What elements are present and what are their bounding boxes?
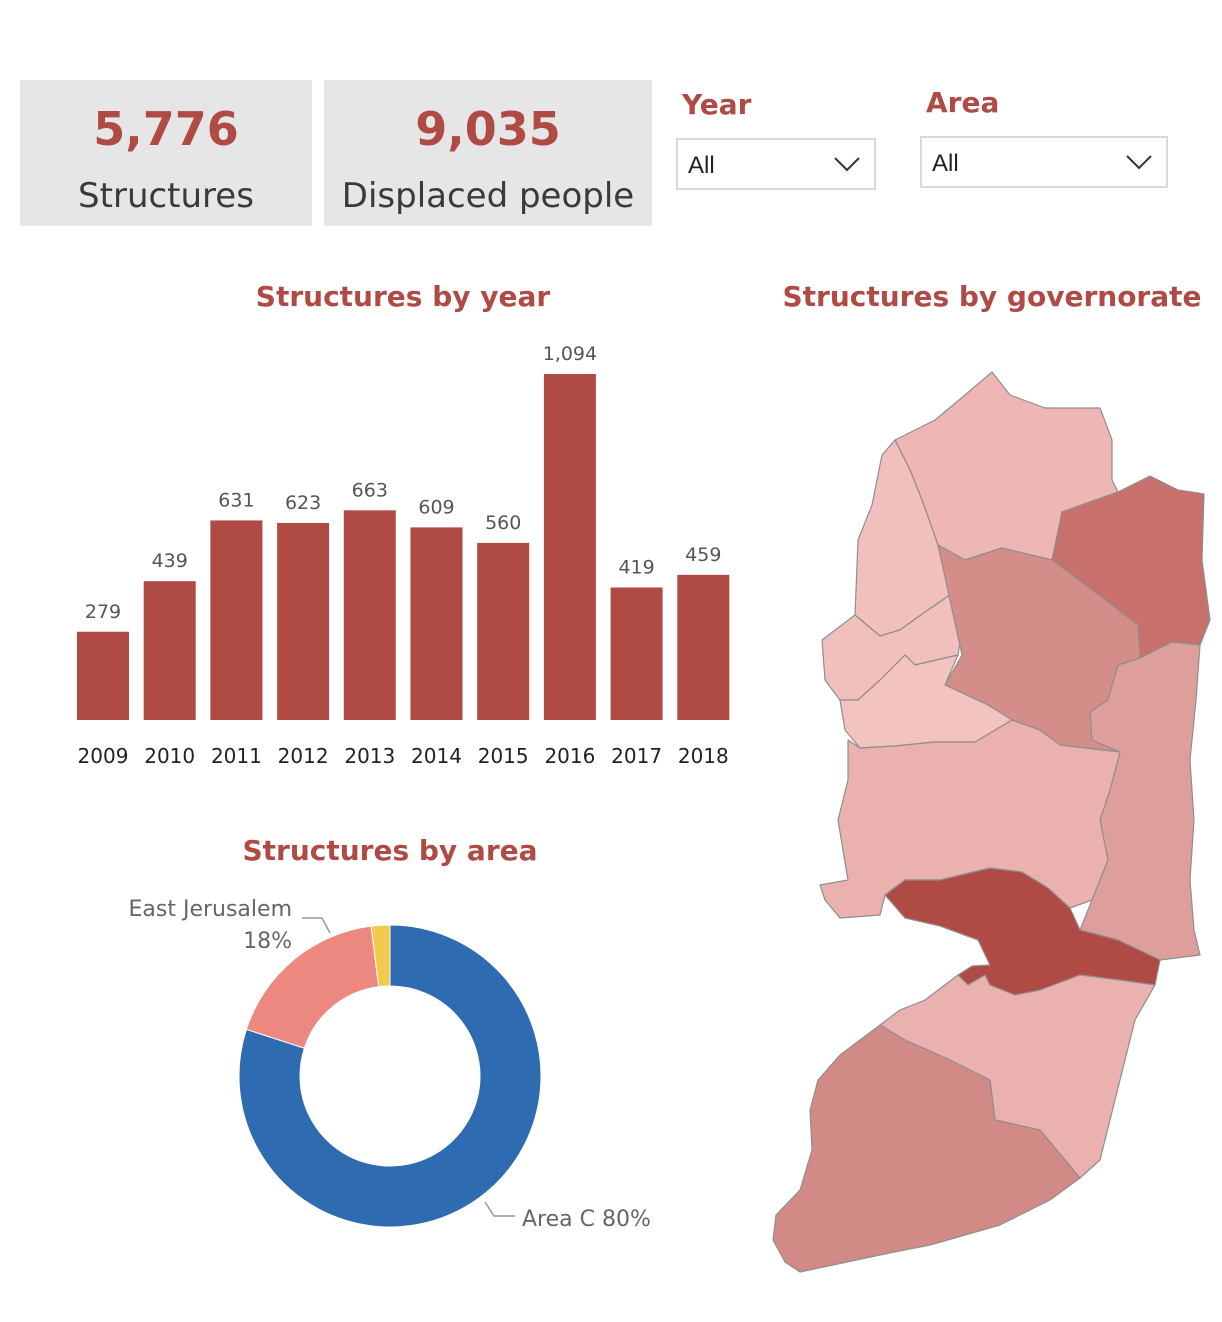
chevron-down-icon — [834, 157, 860, 172]
donut-label-east-jerusalem-pct: 18% — [243, 929, 292, 954]
bar-value-label: 419 — [618, 556, 654, 578]
donut-label-area-c: Area C 80% — [522, 1207, 651, 1232]
map-region-hebron[interactable] — [772, 1024, 1081, 1273]
kpi-card-structures: 5,776 Structures — [20, 80, 312, 226]
bar-2014[interactable] — [410, 527, 463, 720]
area-slicer-title: Area — [926, 86, 1000, 119]
x-tick-label: 2012 — [278, 744, 329, 768]
leader-line-east-jerusalem — [302, 917, 331, 934]
bar-2018[interactable] — [677, 574, 730, 720]
donut-slice-other[interactable] — [370, 924, 391, 988]
area-slicer-dropdown[interactable]: All — [920, 136, 1168, 188]
bar-2010[interactable] — [143, 581, 196, 720]
bar-value-label: 609 — [418, 496, 454, 518]
kpi-structures-label: Structures — [78, 176, 254, 216]
bar-2013[interactable] — [343, 510, 396, 720]
x-tick-label: 2017 — [611, 744, 662, 768]
x-tick-label: 2013 — [344, 744, 395, 768]
leader-line-area-c — [484, 1201, 515, 1217]
bar-2015[interactable] — [477, 542, 530, 720]
bar-value-label: 459 — [685, 544, 721, 566]
kpi-card-displaced: 9,035 Displaced people — [324, 80, 652, 226]
kpi-displaced-value: 9,035 — [415, 102, 561, 156]
bar-value-label: 279 — [85, 601, 121, 623]
x-tick-label: 2018 — [678, 744, 729, 768]
bar-2011[interactable] — [210, 520, 263, 720]
year-slicer-dropdown[interactable]: All — [676, 138, 876, 190]
x-tick-label: 2016 — [544, 744, 595, 768]
bar-value-label: 560 — [485, 512, 521, 534]
governorate-map — [772, 371, 1211, 1273]
kpi-structures-value: 5,776 — [93, 102, 239, 156]
x-tick-label: 2014 — [411, 744, 462, 768]
chevron-down-icon — [1126, 155, 1152, 170]
donut-slice-area-c[interactable] — [238, 924, 542, 1228]
bar-value-label: 663 — [352, 479, 388, 501]
bar-2012[interactable] — [277, 522, 330, 720]
x-tick-label: 2010 — [144, 744, 195, 768]
year-slicer-title: Year — [682, 88, 752, 121]
bar-value-label: 623 — [285, 492, 321, 514]
bar-2016[interactable] — [543, 374, 596, 720]
map-title: Structures by governorate — [782, 280, 1202, 313]
donut-label-east-jerusalem: East Jerusalem — [129, 897, 293, 922]
structures-by-year-chart: 279 2009 439 2010 631 2011 623 2012 663 2013 609 20… — [77, 343, 730, 768]
bar-2009[interactable] — [77, 631, 129, 720]
x-tick-label: 2015 — [478, 744, 529, 768]
area-slicer-value: All — [932, 150, 959, 177]
bar-value-label: 439 — [152, 550, 188, 572]
kpi-displaced-label: Displaced people — [341, 176, 635, 216]
bar-chart-title: Structures by year — [255, 280, 551, 313]
donut-chart-title: Structures by area — [242, 834, 538, 867]
year-slicer-value: All — [688, 152, 715, 179]
bar-value-label: 631 — [218, 489, 254, 511]
bar-value-label: 1,094 — [543, 343, 597, 365]
x-tick-label: 2009 — [78, 744, 129, 768]
x-tick-label: 2011 — [211, 744, 262, 768]
bar-2017[interactable] — [610, 587, 663, 720]
structures-by-area-chart: Area C 80% East Jerusalem 18% — [129, 897, 651, 1232]
